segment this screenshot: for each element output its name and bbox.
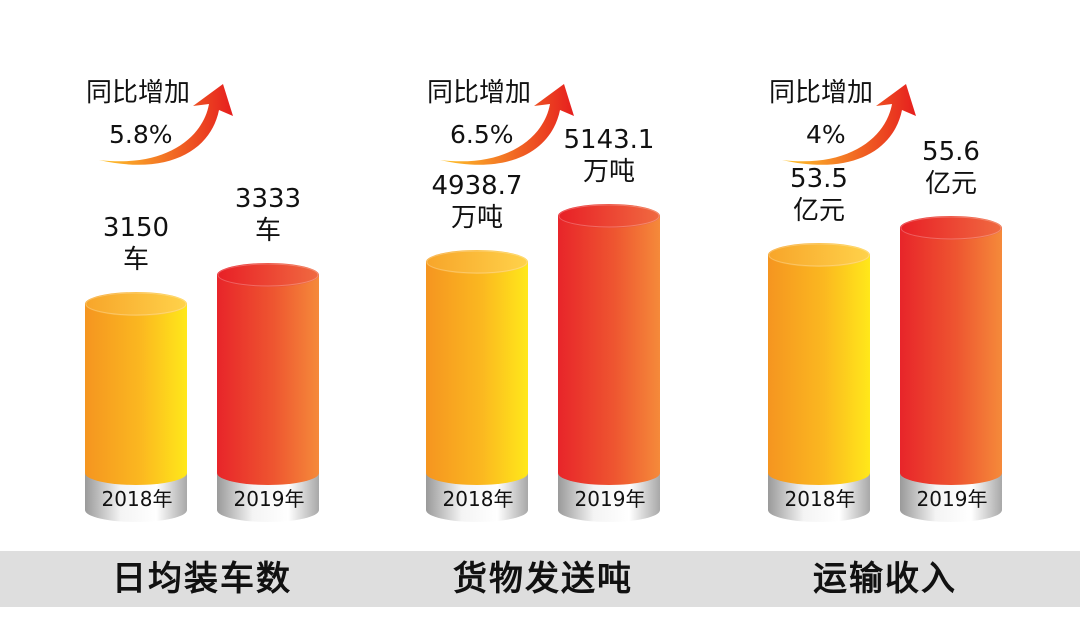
growth-value: 5.8% [109, 120, 173, 149]
growth-label: 同比增加 [427, 78, 532, 108]
bar-2018 [768, 243, 870, 522]
data-label-value: 53.5 [790, 164, 848, 194]
year-label: 2018年 [101, 487, 173, 511]
data-label-unit: 车 [122, 245, 149, 275]
data-label-unit: 亿元 [792, 196, 845, 226]
growth-arrow-icon [99, 84, 233, 165]
bar-2019 [217, 263, 319, 522]
data-label-unit: 万吨 [450, 203, 503, 233]
growth-label: 同比增加 [769, 78, 874, 108]
data-label: 3150 车 [46, 212, 226, 276]
year-label: 2018年 [784, 487, 856, 511]
panel-title: 日均装车数 [112, 559, 292, 599]
data-label-value: 55.6 [922, 137, 980, 167]
bar-2018 [85, 292, 187, 522]
bar-2018 [426, 250, 528, 522]
data-label-value: 4938.7 [431, 171, 523, 201]
data-label-unit: 亿元 [924, 169, 977, 199]
data-label-value: 3150 [102, 213, 170, 243]
growth-value: 6.5% [450, 120, 514, 149]
bar-2019 [900, 216, 1002, 522]
data-label-value: 3333 [234, 184, 302, 214]
data-label-value: 5143.1 [563, 125, 655, 155]
growth-value: 4% [806, 120, 846, 149]
footer-bar [0, 551, 1080, 607]
data-label: 3333 车 [178, 183, 358, 247]
data-label: 4938.7 万吨 [387, 170, 567, 234]
data-label: 53.5 亿元 [729, 163, 909, 227]
growth-arrow-icon [782, 84, 916, 165]
data-label-unit: 车 [254, 216, 281, 246]
data-label: 5143.1 万吨 [519, 124, 699, 188]
year-label: 2019年 [916, 487, 988, 511]
data-label: 55.6 亿元 [861, 136, 1041, 200]
panel-title: 运输收入 [813, 559, 957, 599]
growth-arrow-icon [440, 84, 574, 165]
year-label: 2018年 [442, 487, 514, 511]
panel-title: 货物发送吨 [453, 559, 633, 599]
year-label: 2019年 [574, 487, 646, 511]
bar-2019 [558, 204, 660, 522]
year-label: 2019年 [233, 487, 305, 511]
growth-label: 同比增加 [86, 78, 191, 108]
data-label-unit: 万吨 [582, 157, 635, 187]
